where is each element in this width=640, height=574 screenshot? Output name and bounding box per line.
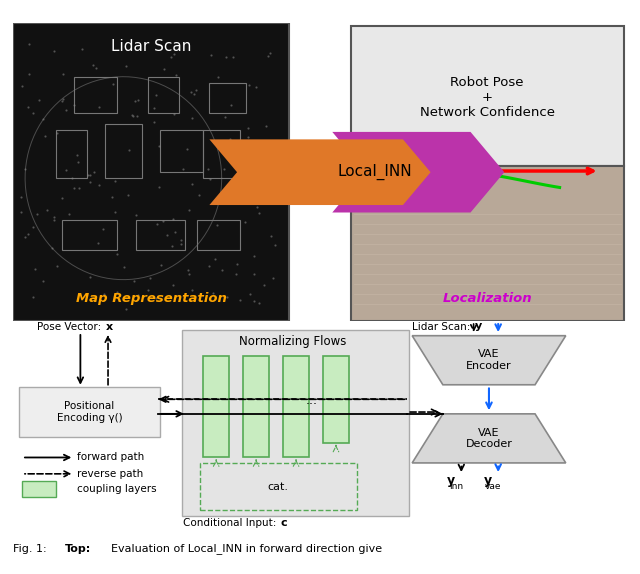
- Text: $\mathbf{c}$: $\mathbf{c}$: [280, 518, 288, 528]
- Polygon shape: [209, 139, 431, 205]
- Text: Evaluation of Local_INN in forward direction give: Evaluation of Local_INN in forward direc…: [111, 543, 382, 554]
- FancyBboxPatch shape: [351, 166, 624, 321]
- Text: coupling layers: coupling layers: [77, 484, 157, 494]
- Polygon shape: [412, 414, 566, 463]
- Text: inn: inn: [449, 482, 463, 491]
- FancyBboxPatch shape: [243, 356, 269, 457]
- Text: VAE
Encoder: VAE Encoder: [466, 349, 512, 371]
- FancyBboxPatch shape: [13, 23, 289, 321]
- Text: Positional
Encoding γ(): Positional Encoding γ(): [57, 401, 122, 423]
- Text: Conditional Input:: Conditional Input:: [184, 518, 280, 528]
- FancyBboxPatch shape: [204, 356, 229, 457]
- Text: Top:: Top:: [65, 544, 92, 554]
- Text: vae: vae: [485, 482, 502, 491]
- Text: Localization: Localization: [442, 292, 532, 305]
- Text: Map Representation: Map Representation: [76, 292, 227, 305]
- Text: VAE
Decoder: VAE Decoder: [465, 428, 513, 449]
- Text: ···: ···: [306, 398, 318, 411]
- Text: $\mathbf{y}$: $\mathbf{y}$: [474, 321, 483, 332]
- Text: Lidar Scan: Lidar Scan: [111, 40, 191, 55]
- Polygon shape: [332, 132, 504, 212]
- FancyBboxPatch shape: [283, 356, 309, 457]
- Text: Fig. 1:: Fig. 1:: [13, 544, 47, 554]
- FancyBboxPatch shape: [19, 387, 160, 437]
- Text: $\mathbf{x}$: $\mathbf{x}$: [105, 321, 114, 332]
- Polygon shape: [412, 336, 566, 385]
- Text: $\mathbf{y}$: $\mathbf{y}$: [483, 475, 493, 489]
- FancyBboxPatch shape: [351, 26, 624, 166]
- Text: forward path: forward path: [77, 452, 145, 463]
- FancyBboxPatch shape: [22, 481, 56, 498]
- Text: Local_INN: Local_INN: [338, 164, 413, 180]
- Text: $\mathbf{y}$: $\mathbf{y}$: [447, 475, 456, 489]
- Text: cat.: cat.: [268, 482, 289, 492]
- Text: Pose Vector:: Pose Vector:: [38, 321, 105, 332]
- FancyBboxPatch shape: [182, 330, 409, 515]
- FancyBboxPatch shape: [323, 356, 349, 443]
- Text: Robot Pose
+
Network Confidence: Robot Pose + Network Confidence: [420, 76, 555, 119]
- Text: Lidar Scan:: Lidar Scan:: [412, 321, 474, 332]
- Text: Normalizing Flows: Normalizing Flows: [239, 335, 346, 348]
- Text: reverse path: reverse path: [77, 469, 143, 479]
